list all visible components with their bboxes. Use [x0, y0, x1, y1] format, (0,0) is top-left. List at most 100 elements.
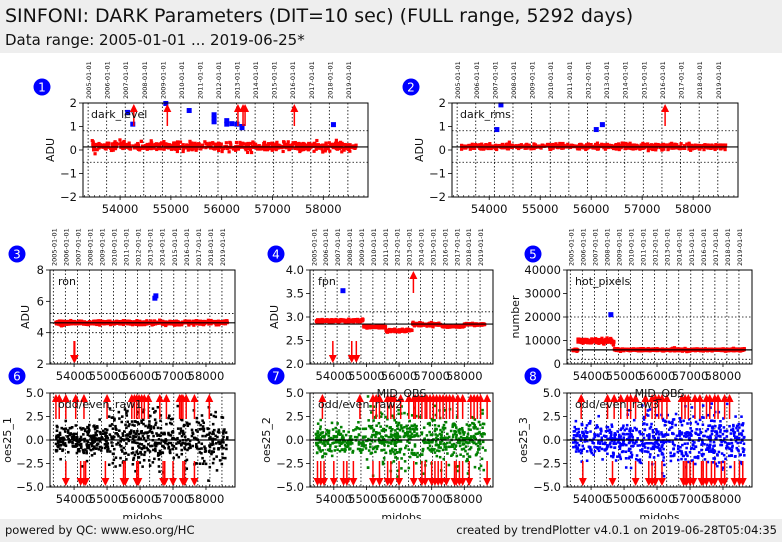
- data-point: [318, 319, 322, 324]
- data-point: [397, 408, 400, 412]
- data-point: [77, 447, 81, 451]
- x-tick-label: 56000: [381, 369, 418, 383]
- data-point: [138, 442, 141, 446]
- data-point: [119, 456, 122, 460]
- badge-number: 4: [272, 248, 280, 262]
- data-point: [393, 448, 397, 452]
- data-point: [586, 142, 590, 146]
- data-point: [211, 142, 215, 146]
- data-point: [158, 434, 162, 438]
- data-point: [542, 144, 546, 148]
- data-point: [83, 428, 87, 431]
- data-point: [136, 141, 140, 146]
- data-point: [554, 142, 558, 146]
- data-point: [469, 446, 473, 449]
- data-point: [121, 322, 126, 327]
- panel-badge: 3: [8, 245, 26, 263]
- data-point: [323, 318, 327, 323]
- data-point: [372, 428, 376, 432]
- data-point: [466, 457, 469, 461]
- data-point: [410, 424, 413, 428]
- data-point: [217, 431, 221, 434]
- data-point: [429, 433, 433, 437]
- date-label: 2013-01-01: [147, 228, 155, 266]
- data-point: [655, 145, 659, 150]
- date-label: 2011-01-01: [640, 228, 648, 266]
- data-point: [92, 148, 97, 152]
- data-point: [530, 146, 534, 151]
- data-point: [139, 437, 142, 441]
- data-point: [186, 448, 189, 452]
- data-point: [214, 434, 217, 438]
- data-point: [481, 422, 485, 426]
- data-point: [458, 441, 461, 445]
- y-tick-label: 40000: [524, 263, 561, 277]
- data-point: [358, 319, 362, 323]
- data-point: [105, 428, 109, 432]
- data-point: [75, 451, 79, 455]
- data-point: [169, 417, 173, 421]
- data-point: [728, 347, 732, 351]
- data-point: [426, 446, 430, 450]
- data-point: [195, 416, 199, 420]
- data-point: [473, 146, 477, 150]
- data-point: [418, 453, 422, 457]
- data-point: [149, 139, 153, 143]
- data-point: [208, 431, 211, 435]
- data-point: [360, 317, 365, 321]
- data-point: [375, 445, 378, 448]
- data-point: [349, 319, 353, 323]
- data-point: [164, 441, 167, 445]
- data-point: [157, 465, 161, 468]
- data-point: [92, 445, 96, 448]
- date-label: 2018-01-01: [326, 61, 334, 99]
- data-point: [678, 147, 682, 151]
- data-point: [405, 427, 409, 430]
- data-point: [218, 459, 222, 462]
- data-point: [325, 318, 329, 322]
- data-point: [117, 322, 122, 326]
- x-tick-label: 55000: [153, 202, 190, 216]
- data-point: [72, 435, 76, 439]
- data-point: [558, 143, 562, 147]
- data-point: [148, 420, 151, 423]
- data-point: [96, 143, 100, 148]
- data-point: [510, 143, 514, 147]
- panel-label: dark_level: [91, 108, 147, 121]
- date-label: 2009-01-01: [159, 61, 167, 99]
- data-point: [282, 140, 286, 144]
- arrow-up-head: [241, 104, 250, 112]
- data-point: [320, 320, 324, 324]
- data-point: [153, 457, 156, 461]
- arrow-down-head: [61, 478, 70, 486]
- data-point: [358, 427, 362, 431]
- data-point: [68, 426, 72, 430]
- data-point: [653, 143, 657, 147]
- data-point: [212, 146, 216, 151]
- data-point: [130, 451, 134, 455]
- date-label: 2007-01-01: [74, 228, 82, 266]
- data-point: [607, 143, 611, 147]
- data-point: [381, 436, 384, 439]
- data-point: [420, 432, 424, 436]
- data-point: [163, 144, 167, 148]
- data-point: [533, 144, 537, 148]
- data-point: [82, 451, 86, 455]
- outlier-point: [125, 109, 131, 115]
- data-point: [156, 426, 160, 430]
- data-point: [212, 428, 216, 432]
- outlier-point: [224, 121, 230, 127]
- data-point: [353, 146, 357, 150]
- data-point: [334, 317, 338, 322]
- data-point: [405, 424, 408, 428]
- data-point: [142, 444, 146, 448]
- data-point: [58, 447, 62, 450]
- data-point: [367, 437, 370, 441]
- data-point: [168, 450, 172, 454]
- data-point: [144, 424, 147, 428]
- data-point: [201, 425, 205, 428]
- data-point: [105, 440, 108, 443]
- date-label: 2005-01-01: [567, 228, 575, 266]
- badge-circle: [33, 78, 51, 96]
- data-point: [130, 429, 133, 432]
